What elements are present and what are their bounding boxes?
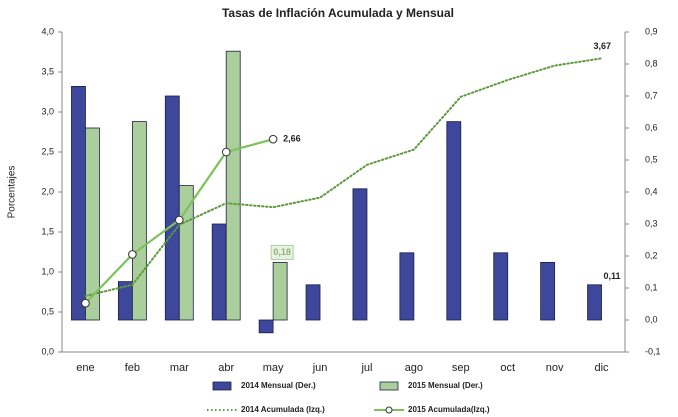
- bar: [587, 284, 602, 321]
- y2-tick-label: 0,4: [645, 186, 658, 196]
- bar: [71, 86, 86, 321]
- value-label-box: [270, 244, 294, 260]
- y2-tick-label: 0,3: [645, 218, 658, 228]
- bar: [305, 284, 321, 321]
- x-tick-label: may: [263, 362, 284, 374]
- bar: [211, 223, 227, 321]
- legend-label: 2015 Acumulada(Izq.): [408, 405, 490, 414]
- value-label: 3,67: [594, 41, 612, 51]
- x-tick-label: ene: [76, 362, 94, 374]
- legend-label: 2015 Mensual (Der.): [408, 381, 483, 390]
- x-tick-label: ago: [405, 362, 423, 374]
- x-tick-label: mar: [170, 362, 189, 374]
- x-tick-label: nov: [546, 362, 564, 374]
- legend-marker: [385, 406, 393, 414]
- line-marker: [174, 215, 184, 225]
- y2-tick-label: 0,1: [645, 282, 658, 292]
- line: [84, 57, 603, 297]
- bar: [446, 121, 462, 321]
- line-marker: [128, 250, 137, 259]
- y-tick-label: 1,0: [41, 266, 54, 276]
- x-tick-label: feb: [125, 362, 140, 374]
- y-tick-label: 2,5: [41, 146, 54, 156]
- value-label: 0,11: [604, 271, 621, 281]
- bar: [352, 188, 368, 321]
- bar: [399, 252, 415, 321]
- y-tick-label: 2,0: [41, 186, 54, 196]
- y-axis-label: Porcentajes: [7, 166, 18, 219]
- bar: [258, 319, 274, 334]
- x-tick-label: abr: [218, 362, 234, 374]
- y-tick-label: 1,5: [41, 226, 54, 236]
- legend-label: 2014 Acumulada (Izq.): [241, 405, 325, 414]
- x-tick-label: oct: [500, 362, 515, 374]
- bar: [540, 261, 556, 321]
- legend-swatch: [379, 381, 399, 391]
- x-tick-label: jun: [312, 362, 328, 374]
- y2-tick-label: 0,8: [645, 58, 658, 68]
- bar: [131, 121, 147, 321]
- y2-tick-label: 0,7: [645, 90, 658, 100]
- y2-tick-label: 0,5: [645, 154, 658, 164]
- value-label: 2,66: [283, 134, 301, 144]
- y-tick-label: 3,0: [41, 106, 54, 116]
- x-tick-label: dic: [595, 362, 610, 374]
- chart-title: Tasas de Inflación Acumulada y Mensual: [222, 6, 454, 20]
- y2-tick-label: 0,9: [645, 26, 658, 36]
- y-tick-label: 0,5: [41, 306, 54, 316]
- line-marker: [221, 147, 231, 157]
- y-tick-label: 4,0: [41, 26, 54, 36]
- value-label: 0,18: [273, 247, 291, 257]
- bar: [493, 252, 509, 321]
- y2-tick-label: -0,1: [645, 346, 661, 356]
- y2-tick-label: 0,0: [645, 314, 658, 324]
- legend-swatch: [212, 381, 232, 391]
- bar: [164, 95, 180, 321]
- x-tick-label: jul: [360, 362, 372, 374]
- x-tick-label: sep: [452, 362, 470, 374]
- line-marker: [81, 298, 90, 308]
- line-marker: [268, 134, 278, 144]
- bar: [85, 127, 100, 321]
- y-tick-label: 3,5: [41, 66, 54, 76]
- bar: [178, 185, 194, 321]
- y-tick-label: 0,0: [41, 346, 54, 356]
- legend-label: 2014 Mensual (Der.): [241, 381, 316, 390]
- y2-tick-label: 0,6: [645, 122, 658, 132]
- bar: [225, 50, 241, 321]
- bar: [272, 261, 288, 321]
- y2-tick-label: 0,2: [645, 250, 658, 260]
